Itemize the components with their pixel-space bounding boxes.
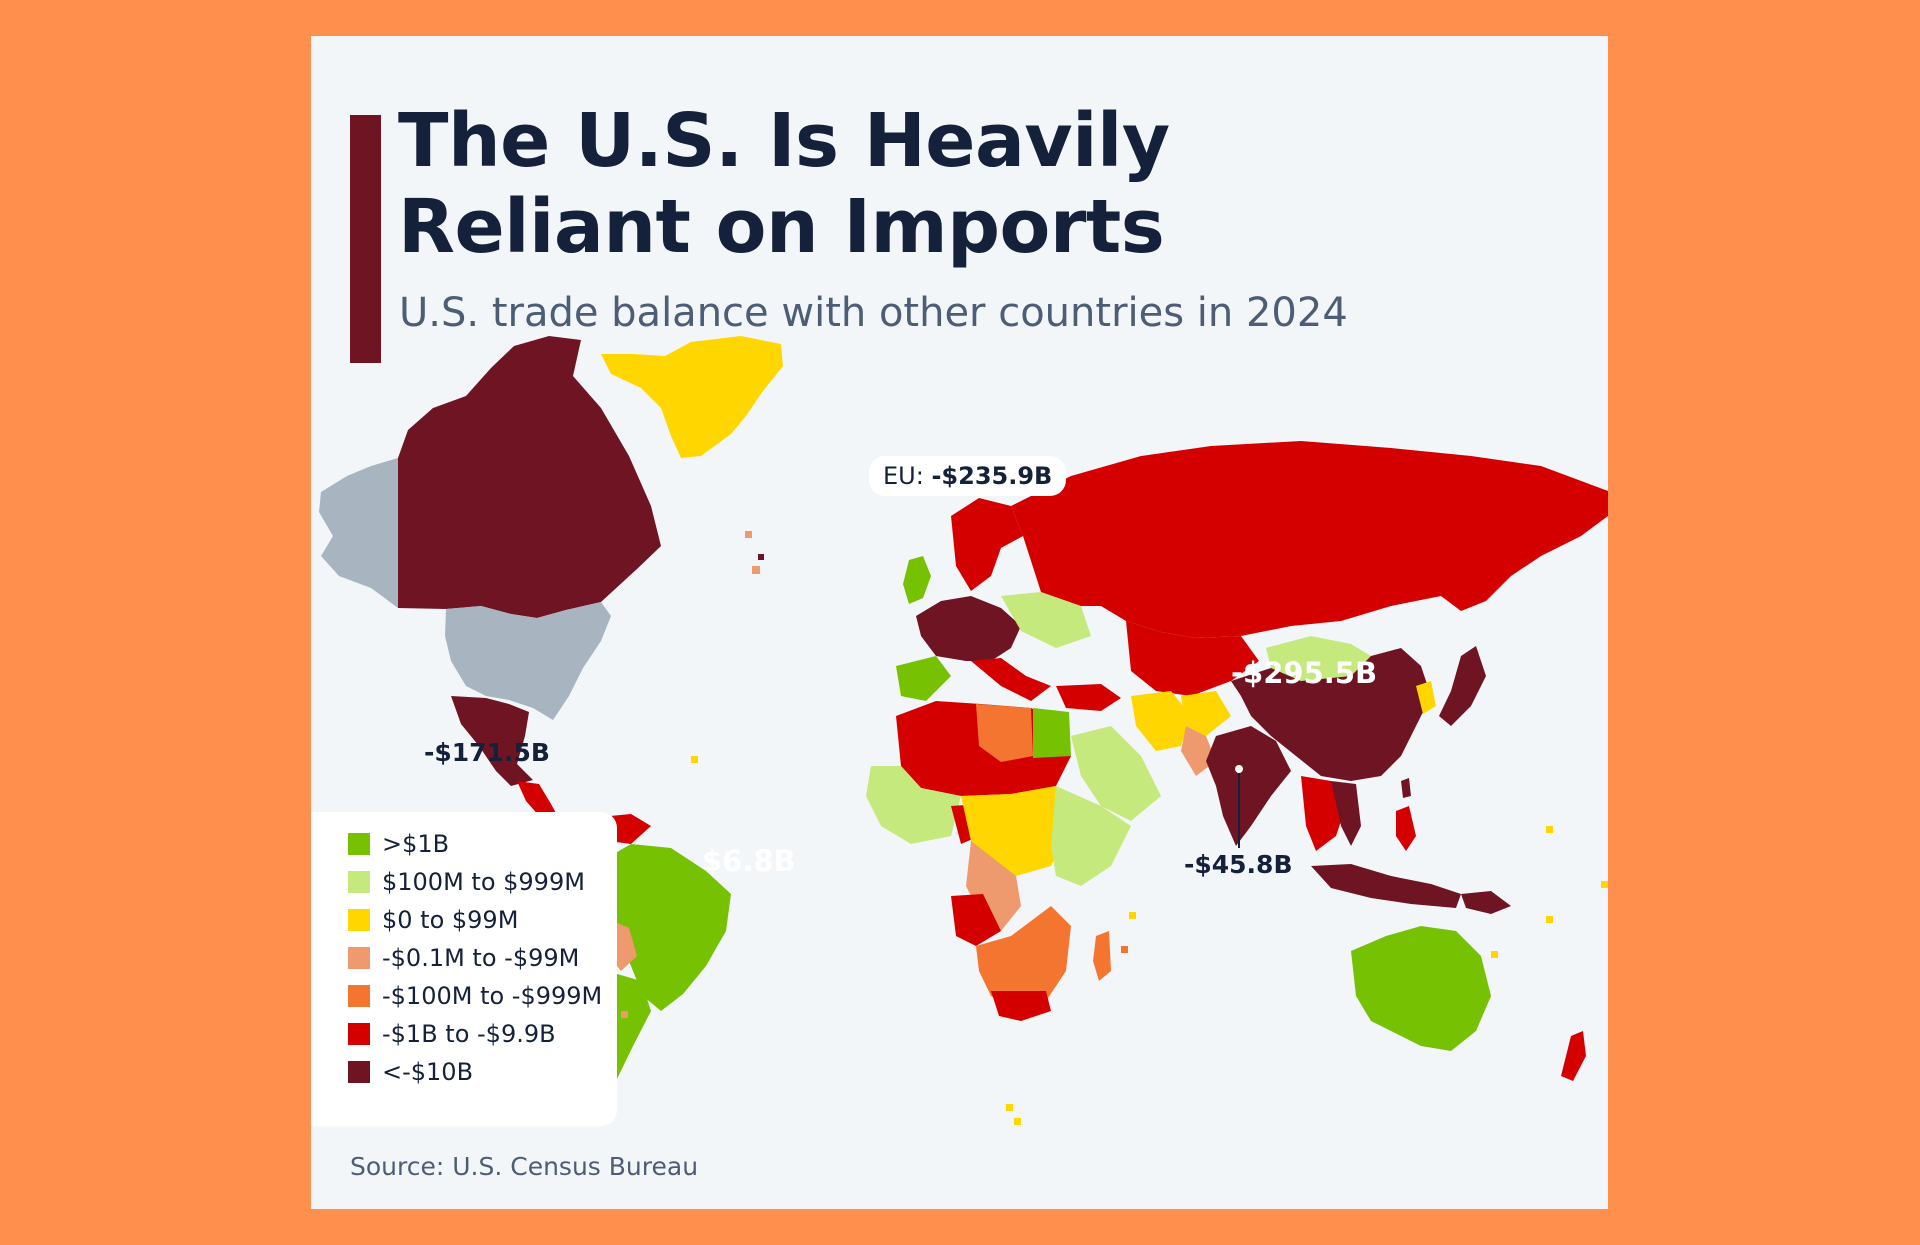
legend-label: -$1B to -$9.9B [382,1020,556,1048]
island-marker [745,531,752,538]
east-africa-region [1051,786,1131,886]
korea-region [1416,681,1436,714]
island-marker [758,554,764,560]
south-africa-region [991,991,1051,1021]
greenland-region [601,336,783,458]
island-marker [691,756,698,763]
central-africa-region [961,786,1071,876]
scandinavia-region [951,498,1023,591]
india-annotation-leader [1238,770,1240,848]
central-asia-region [1126,621,1259,696]
legend-swatch [348,1061,370,1083]
alaska-region [319,458,398,608]
brazil-region [593,844,731,1011]
island-marker [1491,951,1498,958]
legend: >$1B $100M to $999M $0 to $99M -$0.1M to… [311,812,617,1126]
legend-item: $0 to $99M [348,905,518,935]
mongolia-region [1266,636,1371,681]
legend-item: -$0.1M to -$99M [348,943,579,973]
japan-region [1439,646,1486,726]
island-marker [752,566,760,574]
source-note: Source: U.S. Census Bureau [350,1152,699,1181]
island-marker [621,1011,628,1018]
india-annotation-dot [1235,765,1243,773]
island-marker [1601,881,1608,888]
island-marker [1546,826,1553,833]
legend-item: -$100M to -$999M [348,981,602,1011]
west-africa-region [866,766,961,844]
island-marker [1129,912,1136,919]
infographic-card: The U.S. Is Heavily Reliant on Imports U… [311,36,1608,1209]
turkey-region [1056,684,1121,711]
island-marker [1546,916,1553,923]
island-marker [1006,1104,1013,1111]
chart-subtitle: U.S. trade balance with other countries … [399,290,1348,336]
legend-item: $100M to $999M [348,867,585,897]
iran-region [1131,691,1191,751]
southern-africa-region [976,906,1071,1011]
mexico-region [451,696,533,786]
legend-swatch [348,871,370,893]
russia-region [1011,441,1608,638]
libya-region [976,704,1033,762]
legend-item: <-$10B [348,1057,473,1087]
island-marker [1121,946,1128,953]
eu-annotation: EU: -$235.9B [869,456,1067,496]
afghanistan-region [1181,691,1231,736]
uk-region [903,556,931,604]
india-region [1206,726,1291,846]
legend-swatch [348,833,370,855]
legend-label: <-$10B [382,1058,474,1086]
legend-label: -$0.1M to -$99M [382,944,580,972]
eu-annotation-value: -$235.9B [931,462,1053,490]
eu-annotation-prefix: EU: [883,462,932,490]
angola-region [951,894,1001,946]
legend-label: $100M to $999M [382,868,585,896]
eastern-europe-region [1001,592,1091,648]
chart-title: The U.S. Is Heavily Reliant on Imports [398,98,1170,270]
legend-label: >$1B [382,830,450,858]
iberia-region [896,656,951,701]
australia-region [1351,926,1491,1051]
arabia-region [1071,726,1161,821]
island-marker [1014,1118,1021,1125]
title-accent-bar [350,115,381,363]
europe-west-region [916,596,1021,661]
papua-region [1461,891,1511,914]
world-trade-map [319,336,1608,1125]
legend-swatch [348,909,370,931]
philippines-region [1396,806,1416,851]
vietnam-region [1331,781,1361,846]
madagascar-region [1093,931,1111,981]
legend-label: -$100M to -$999M [382,982,603,1010]
egypt-region [1033,708,1071,758]
italy-balkans-region [971,658,1051,701]
legend-item: -$1B to -$9.9B [348,1019,556,1049]
legend-swatch [348,947,370,969]
canada-region [398,336,661,618]
legend-swatch [348,1023,370,1045]
legend-swatch [348,985,370,1007]
taiwan-region [1401,778,1411,798]
new-zealand-region [1561,1031,1586,1081]
usa-region [445,602,611,720]
legend-label: $0 to $99M [382,906,519,934]
indonesia-region [1311,864,1461,908]
china-annotation: -$295.5B [1231,656,1378,690]
mexico-annotation: -$171.5B [424,738,550,767]
brazil-annotation: $6.8B [702,844,796,878]
india-annotation: -$45.8B [1184,850,1293,879]
legend-item: >$1B [348,829,449,859]
china-region [1231,648,1431,781]
